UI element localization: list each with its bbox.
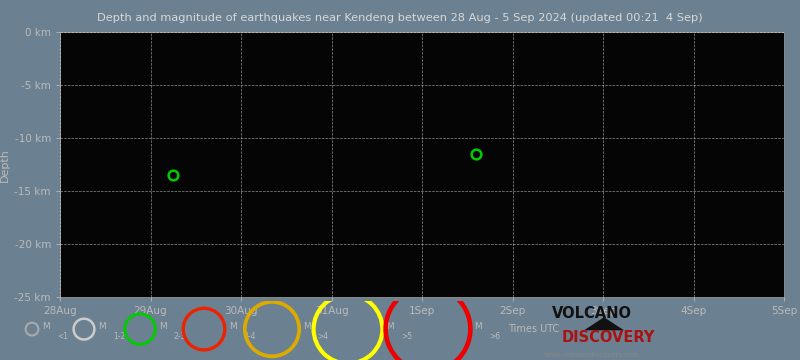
Text: M: M [159, 322, 167, 331]
Text: M: M [42, 322, 50, 331]
Text: www.volcanodiscovery.com: www.volcanodiscovery.com [544, 352, 640, 358]
Polygon shape [584, 317, 624, 330]
Text: DISCOVERY: DISCOVERY [562, 330, 654, 345]
Text: Depth and magnitude of earthquakes near Kendeng between 28 Aug - 5 Sep 2024 (upd: Depth and magnitude of earthquakes near … [97, 13, 703, 23]
Text: M: M [474, 322, 482, 331]
Text: Times UTC: Times UTC [508, 324, 559, 334]
Y-axis label: Depth: Depth [0, 148, 10, 182]
Text: M: M [303, 322, 311, 331]
Text: <1: <1 [57, 332, 68, 341]
Text: M: M [229, 322, 237, 331]
Text: 2-3: 2-3 [174, 332, 186, 341]
Text: M: M [98, 322, 106, 331]
Text: 1-2: 1-2 [113, 332, 125, 341]
Text: M: M [386, 322, 394, 331]
Text: >4: >4 [318, 332, 329, 341]
Text: >5: >5 [401, 332, 412, 341]
Text: VOLCANO: VOLCANO [552, 306, 632, 321]
Text: 3-4: 3-4 [243, 332, 256, 341]
Text: >6: >6 [489, 332, 500, 341]
